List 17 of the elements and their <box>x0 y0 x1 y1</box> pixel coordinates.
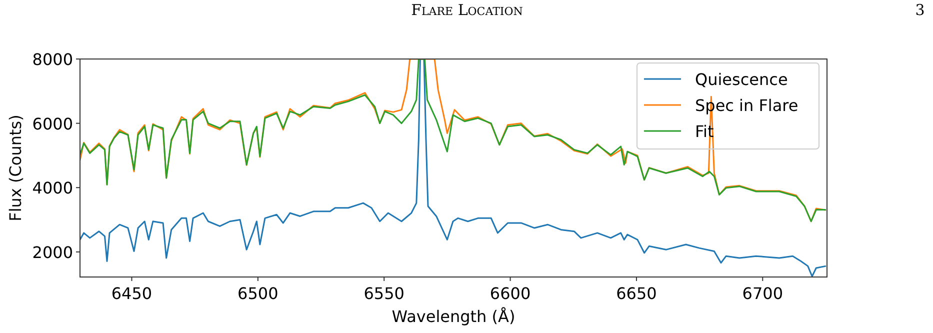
y-axis-title: Flux (Counts) <box>6 114 25 222</box>
x-tick-label: 6600 <box>490 284 531 303</box>
y-tick-label: 8000 <box>32 50 73 69</box>
y-tick-label: 2000 <box>32 242 73 262</box>
y-tick-label: 4000 <box>32 178 73 198</box>
x-tick-label: 6650 <box>616 284 657 303</box>
y-tick-label: 6000 <box>32 114 73 134</box>
legend-label: Quiescence <box>695 70 788 89</box>
text: Flare Location <box>411 1 524 19</box>
x-tick-label: 6550 <box>364 284 404 303</box>
x-tick-label: 6700 <box>742 284 784 303</box>
text: 3 <box>915 1 925 19</box>
x-tick-label: 6500 <box>238 284 278 303</box>
x-axis-title: Wavelength (Å) <box>392 307 516 326</box>
line-series <box>80 59 827 222</box>
x-tick-label: 6450 <box>111 284 152 303</box>
line-series <box>80 59 827 277</box>
